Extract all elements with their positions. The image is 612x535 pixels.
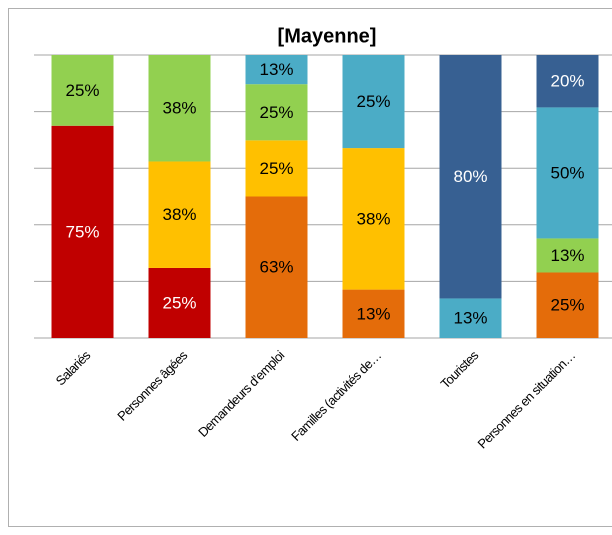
bar-segment (439, 298, 502, 338)
bar-segment (245, 196, 308, 338)
bar-segment (148, 55, 211, 162)
value-label: 25% (259, 159, 293, 178)
bar-segment (148, 267, 211, 338)
value-label: 50% (550, 163, 584, 182)
value-label: 13% (453, 309, 487, 328)
value-label: 38% (356, 209, 390, 228)
value-label: 25% (550, 296, 584, 315)
bar-segment (536, 272, 599, 338)
value-label: 13% (550, 246, 584, 265)
bar-segment (536, 55, 599, 108)
chart-title: [Mayenne] (278, 25, 377, 47)
bar-segment (342, 289, 405, 338)
bar-segment (245, 55, 308, 85)
bar-segment (245, 140, 308, 197)
bar-segment (51, 55, 114, 126)
bar-segment (51, 125, 114, 338)
bar-segment (536, 238, 599, 273)
value-label: 80% (453, 167, 487, 186)
value-label: 38% (162, 205, 196, 224)
value-label: 25% (65, 81, 99, 100)
bar-segment (342, 55, 405, 149)
value-label: 13% (259, 60, 293, 79)
bar-segment (536, 107, 599, 239)
bar-segment (342, 148, 405, 290)
value-label: 38% (162, 99, 196, 118)
value-label: 13% (356, 304, 390, 323)
bar-segment (245, 84, 308, 141)
bar-segment (439, 55, 502, 299)
bar-segment (148, 161, 211, 268)
value-label: 25% (162, 293, 196, 312)
value-label: 75% (65, 222, 99, 241)
value-label: 25% (356, 92, 390, 111)
value-label: 20% (550, 72, 584, 91)
value-label: 63% (259, 258, 293, 277)
value-label: 25% (259, 103, 293, 122)
